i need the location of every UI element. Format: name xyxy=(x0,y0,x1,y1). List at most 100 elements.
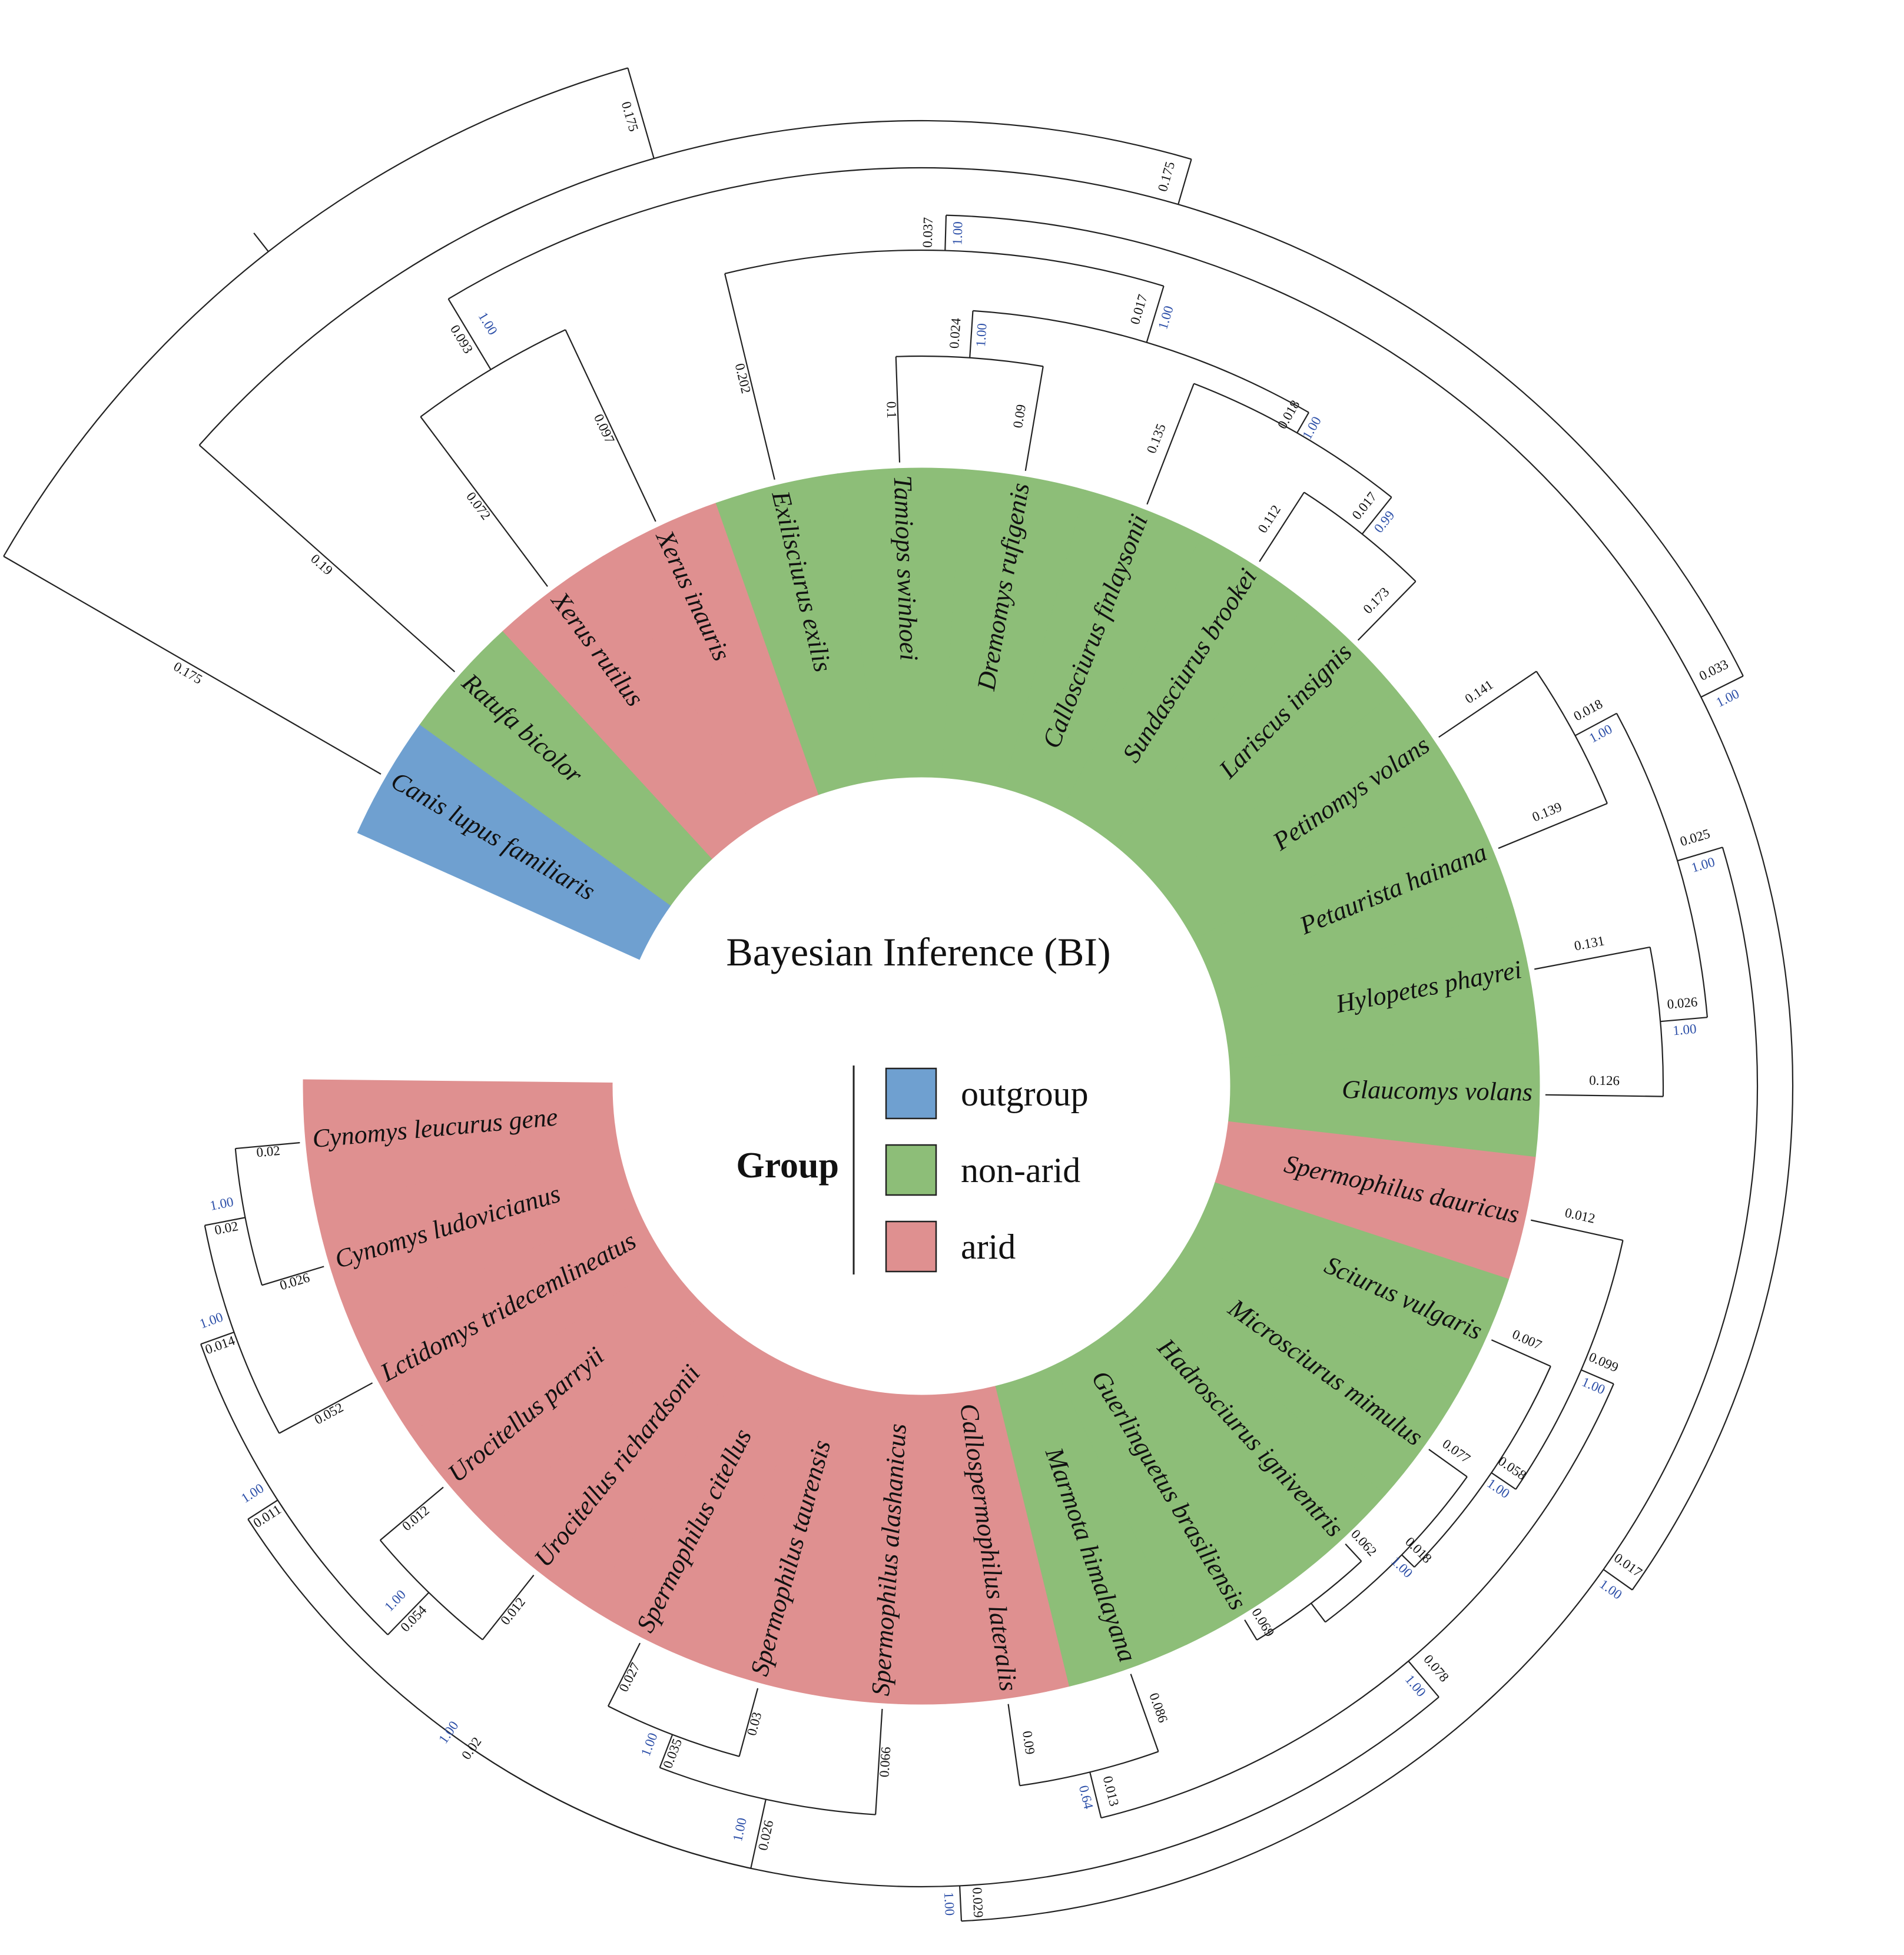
posterior-n-l: 1.00 xyxy=(1672,1021,1697,1038)
branch-length-callospermophilus-lateralis: 0.09 xyxy=(1020,1730,1037,1755)
legend-label-outgroup: outgroup xyxy=(961,1074,1089,1113)
branch-exilisciurus-exilis xyxy=(724,273,775,480)
arc-n-r xyxy=(1325,1476,1468,1623)
arc-n-ingroup xyxy=(198,120,1192,446)
posterior-n-q: 1.00 xyxy=(1484,1476,1512,1501)
posterior-n-g: 1.00 xyxy=(1299,414,1324,442)
legend-swatch-outgroup xyxy=(885,1067,937,1120)
branch-spermophilus-citellus xyxy=(607,1642,641,1707)
arc-n-b xyxy=(946,214,1794,1591)
posterior-n-w: 1.00 xyxy=(382,1587,409,1614)
branch-n-v xyxy=(659,1734,674,1768)
arc-n-a xyxy=(447,167,1744,676)
arc-n-l xyxy=(1649,947,1664,1097)
branch-spermophilus-taurensis xyxy=(738,1688,759,1757)
branch-n-w xyxy=(387,1592,430,1635)
branch-n-y xyxy=(204,1217,246,1226)
branch-spermophilus-dauricus xyxy=(1531,1219,1623,1242)
branch-petaurista-hainana xyxy=(1498,802,1608,849)
posterior-n-b: 1.00 xyxy=(1714,686,1742,710)
branch-length-lctidomys-tridecemlineatus: 0.052 xyxy=(312,1400,346,1428)
branch-urocitellus-richardsonii xyxy=(482,1575,535,1641)
arc-n-u xyxy=(200,1343,389,1635)
arc-n-v xyxy=(608,1705,739,1757)
branch-length-spermophilus-dauricus: 0.012 xyxy=(1564,1205,1597,1226)
diagram-title: Bayesian Inference (BI) xyxy=(726,930,1110,974)
branch-n-o xyxy=(1581,1369,1614,1385)
arc-n-xerus xyxy=(420,329,566,417)
branch-length-urocitellus-richardsonii: 0.012 xyxy=(497,1595,528,1628)
branch-n-x xyxy=(200,1331,234,1345)
branch-n-q xyxy=(1491,1472,1517,1490)
branch-ratufa-bicolor xyxy=(198,444,456,673)
posterior-n-e: 1.00 xyxy=(1155,304,1176,331)
tree-branches xyxy=(3,67,1794,1922)
arc-n-s xyxy=(1256,1561,1362,1641)
arc-n-x xyxy=(204,1225,280,1434)
branch-glaucomys-volans xyxy=(1545,1094,1663,1097)
branch-length-petaurista-hainana: 0.139 xyxy=(1530,799,1564,825)
branch-length-lariscus-insignis: 0.173 xyxy=(1360,585,1392,616)
branch-dremomys-rufigenis xyxy=(1024,366,1044,472)
branch-n-e xyxy=(1146,286,1165,343)
branch-spermophilus-alashanicus xyxy=(875,1708,883,1815)
legend-swatch-non-arid xyxy=(885,1144,937,1196)
posterior-n-m: 1.00 xyxy=(1402,1672,1429,1700)
branch-length-hadrosciurus-igniventris: 0.062 xyxy=(1348,1526,1380,1559)
branch-length-microsciurus-mimulus: 0.077 xyxy=(1439,1436,1473,1466)
branch-length-urocitellus-parryii: 0.012 xyxy=(399,1503,432,1534)
branch-length-xerus-inauris: 0.097 xyxy=(591,412,618,446)
branch-n-i xyxy=(1677,847,1723,862)
branch-n-k xyxy=(1574,712,1617,736)
branch-n-xerus xyxy=(447,298,492,370)
branch-length-tamiops-swinhoei: 0.1 xyxy=(884,401,899,419)
taxon-glaucomys-volans: Glaucomys volans xyxy=(1342,1075,1533,1107)
arc-n-n xyxy=(247,1519,751,1869)
posterior-n-h: 0.99 xyxy=(1371,508,1398,536)
wedge-cynomys-leucurus-gene xyxy=(303,1079,619,1204)
branch-microsciurus-mimulus xyxy=(1428,1449,1468,1478)
legend-label-non-arid: non-arid xyxy=(961,1151,1080,1190)
arc-n-f xyxy=(895,355,1043,367)
branch-length-n-xerus: 0.093 xyxy=(447,323,476,356)
branch-length-cynomys-leucurus-gene: 0.02 xyxy=(256,1143,280,1160)
posterior-n-j: 1.00 xyxy=(941,1891,957,1916)
branch-n-h xyxy=(1361,496,1392,535)
legend-swatch-arid xyxy=(885,1220,937,1273)
branch-length-callosciurus-finlaysonii: 0.135 xyxy=(1144,421,1169,455)
branch-length-n-y: 0.02 xyxy=(213,1219,239,1237)
branch-n-b xyxy=(1700,675,1744,698)
branch-length-n-e: 0.017 xyxy=(1127,293,1150,326)
branch-length-n-m: 0.078 xyxy=(1421,1652,1452,1685)
arc-n-g xyxy=(1193,383,1392,498)
branch-length-n-b: 0.033 xyxy=(1697,656,1730,683)
branch-hylopetes-phayrei xyxy=(1534,946,1650,970)
branch-n-m xyxy=(1408,1661,1439,1698)
arc-n-y xyxy=(234,1148,263,1286)
branch-hadrosciurus-igniventris xyxy=(1345,1544,1362,1562)
branch-lariscus-insignis xyxy=(1357,580,1417,641)
branch-lctidomys-tridecemlineatus xyxy=(278,1382,373,1434)
branch-length-n-o: 0.099 xyxy=(1587,1349,1620,1375)
posterior-n-u: 1.00 xyxy=(238,1481,266,1506)
posterior-n-xerus: 1.00 xyxy=(476,310,500,337)
posterior-n-i: 1.00 xyxy=(1690,854,1717,875)
branch-length-n-t: 0.026 xyxy=(755,1819,776,1852)
posterior-n-t: 1.00 xyxy=(730,1817,749,1843)
taxon-tamiops-swinhoei: Tamiops swinhoei xyxy=(888,475,924,662)
arc-n-t xyxy=(659,1767,876,1815)
branch-length-n-ingroup: 0.175 xyxy=(619,100,641,134)
branch-tamiops-swinhoei xyxy=(895,356,901,463)
branch-xerus-inauris xyxy=(565,329,656,522)
branch-length-n-f: 0.024 xyxy=(947,317,963,349)
branch-cynomys-leucurus-gene xyxy=(235,1141,300,1150)
branch-length-n-n: 0.02 xyxy=(459,1734,484,1762)
arc-root xyxy=(3,67,628,557)
posterior-n-d: 1.00 xyxy=(1597,1576,1624,1602)
arc-n-o xyxy=(1515,1240,1624,1490)
branch-callospermophilus-lateralis xyxy=(1007,1704,1021,1786)
branch-n-ingroup xyxy=(627,68,655,159)
branch-n-j xyxy=(959,1886,963,1921)
posterior-n-o: 1.00 xyxy=(1580,1375,1607,1398)
branch-length-n-a: 0.175 xyxy=(1155,160,1177,194)
